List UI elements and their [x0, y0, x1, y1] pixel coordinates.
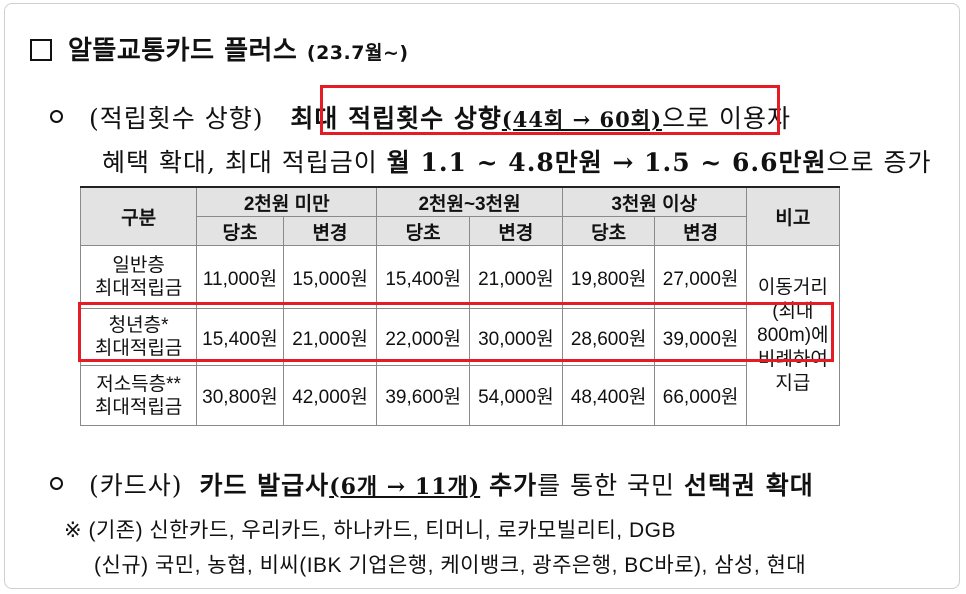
item1-line2: 혜택 확대, 최대 적립금이 월 1.1 ~ 4.8만원 → 1.5 ~ 6.6… [102, 143, 931, 179]
table-cell: 42,000원 [282, 365, 378, 426]
item2-text-b: 추가 [489, 471, 538, 500]
subheader-original: 당초 [196, 216, 284, 246]
table-row: 저소득층** 최대적립금 30,800원 42,000원 39,600원 54,0… [79, 365, 840, 426]
item1-line2-start: 혜택 확대, 최대 적립금이 [102, 148, 378, 177]
table-row: 일반층 최대적립금 11,000원 15,000원 15,400원 21,000원… [79, 245, 841, 426]
table-cell: 66,000원 [654, 365, 747, 426]
table-cell: 21,000원 [469, 245, 563, 309]
table-cell: 30,800원 [196, 365, 284, 426]
table-cell: 15,400원 [376, 245, 471, 309]
header-category: 구분 [79, 186, 198, 246]
table-cell: 28,600원 [561, 308, 656, 366]
item1-line2-amounts: 월 1.1 ~ 4.8만원 → 1.5 ~ 6.6만원 [386, 148, 827, 177]
table-cell: 15,000원 [282, 245, 378, 309]
document-frame [4, 3, 960, 589]
item2-text-d: 선택권 확대 [684, 471, 814, 500]
table-cell: 54,000원 [469, 365, 563, 426]
item1-tail: 으로 이용자 [662, 104, 791, 133]
item1-change: (44회 → 60회) [501, 107, 663, 132]
header-note: 비고 [745, 186, 841, 246]
checkbox-square-icon [30, 39, 52, 61]
table-row: 청년층* 최대적립금 15,400원 21,000원 22,000원 30,000… [79, 308, 840, 366]
subheader-original: 당초 [561, 216, 656, 246]
table-cell: 21,000원 [282, 308, 378, 366]
table-cell: 19,800원 [561, 245, 656, 309]
header-group-3: 3천원 이상 [561, 186, 747, 217]
item2-text-a: 카드 발급사 [199, 471, 330, 500]
section-title: 알뜰교통카드 플러스 (23.7월~) [30, 30, 409, 67]
note-existing: (기존) 신한카드, 우리카드, 하나카드, 티머니, 로카모빌리티, DGB [88, 519, 676, 542]
table-cell: 27,000원 [654, 245, 747, 309]
title-period: (23.7월~) [306, 42, 409, 64]
note-line-1: ※ (기존) 신한카드, 우리카드, 하나카드, 티머니, 로카모빌리티, DG… [64, 514, 676, 544]
note-line-2: (신규) 국민, 농협, 비씨(IBK 기업은행, 케이뱅크, 광주은행, BC… [94, 549, 806, 579]
subheader-original: 당초 [376, 216, 471, 246]
item2-text-c: 를 통한 국민 [537, 471, 676, 500]
note-new: (신규) 국민, 농협, 비씨(IBK 기업은행, 케이뱅크, 광주은행, BC… [94, 554, 807, 577]
item2-change: (6개 → 11개) [329, 474, 481, 500]
item1-line2-end: 으로 증가 [826, 148, 932, 177]
highlight-box-count [320, 85, 780, 135]
table-cell: 48,400원 [561, 365, 656, 426]
highlight-box-youth-row [78, 302, 834, 362]
subheader-changed: 변경 [282, 216, 378, 246]
header-group-1: 2천원 미만 [196, 186, 378, 217]
item2-label: (카드사) [89, 471, 183, 500]
note-marker: ※ [64, 519, 83, 542]
item1-highlight: 최대 적립횟수 상향 [290, 104, 502, 133]
row-label: 일반층 최대적립금 [79, 245, 198, 309]
row-label: 청년층* 최대적립금 [79, 308, 198, 366]
table-cell: 39,000원 [654, 308, 747, 366]
subheader-changed: 변경 [469, 216, 563, 246]
subheader-changed: 변경 [654, 216, 747, 246]
table-cell: 15,400원 [196, 308, 284, 366]
bullet-circle-icon [50, 477, 63, 490]
bullet-circle-icon [50, 110, 63, 123]
item1-label: (적립횟수 상향) [89, 104, 264, 133]
savings-table: 구분 2천원 미만 2천원~3천원 3천원 이상 비고 당초 변경 당초 변경 … [79, 186, 841, 426]
note-cell: 이동거리 (최대 800m)에 비례하여 지급 [745, 245, 841, 426]
table-cell: 11,000원 [196, 245, 284, 309]
table-cell: 39,600원 [376, 365, 471, 426]
header-group-2: 2천원~3천원 [376, 186, 563, 217]
row-label: 저소득층** 최대적립금 [79, 365, 198, 426]
item1-line1: (적립횟수 상향) 최대 적립횟수 상향(44회 → 60회)으로 이용자 [50, 99, 791, 135]
item2-line: (카드사) 카드 발급사(6개 → 11개) 추가를 통한 국민 선택권 확대 [50, 466, 814, 502]
